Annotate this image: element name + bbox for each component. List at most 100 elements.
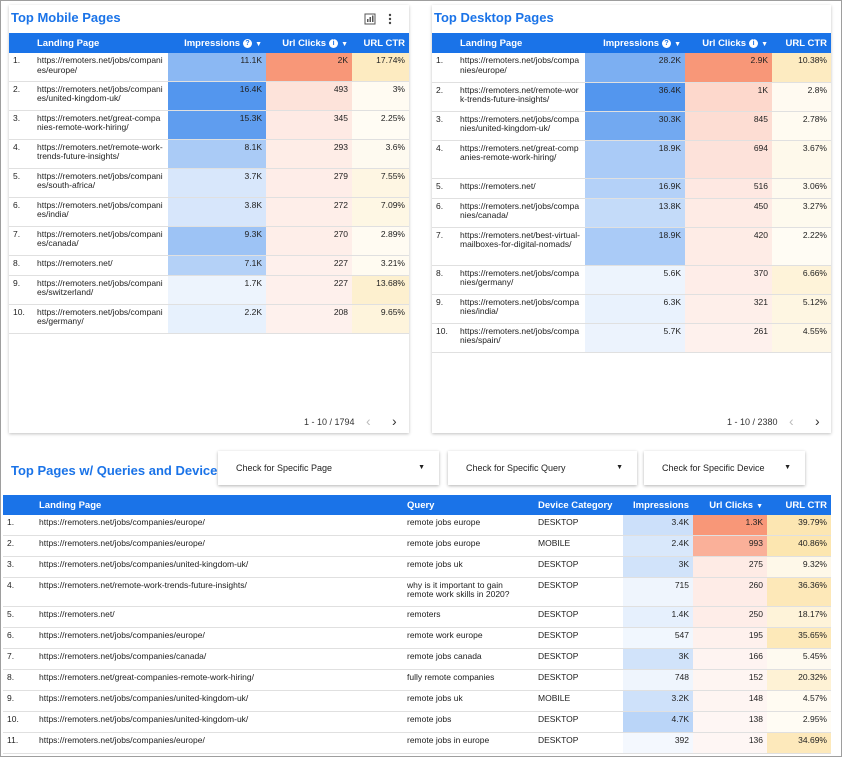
table-row[interactable]: 2. https://remoters.net/jobs/companies/un… xyxy=(9,81,409,111)
table-row[interactable]: 8. https://remoters.net/jobs/companies/ge… xyxy=(432,265,831,295)
table-row[interactable]: 10. https://remoters.net/jobs/companies/s… xyxy=(432,323,831,353)
table-row[interactable]: 10. https://remoters.net/jobs/companies/g… xyxy=(9,304,409,334)
url-clicks-cell: 493 xyxy=(266,81,352,111)
table-row[interactable]: 6. https://remoters.net/jobs/companies/in… xyxy=(9,197,409,227)
impressions-header[interactable]: Impressions? ▼ xyxy=(168,33,266,53)
chevron-left-icon[interactable]: ‹ xyxy=(366,413,371,429)
table-row[interactable]: 9. https://remoters.net/jobs/companies/sw… xyxy=(9,275,409,305)
landing-page-cell: https://remoters.net/great-companies-rem… xyxy=(456,140,585,179)
table-row[interactable]: 10. https://remoters.net/jobs/companies/u… xyxy=(3,711,831,733)
url-ctr-cell: 4.55% xyxy=(772,323,831,353)
landing-page-header[interactable]: Landing Page xyxy=(33,33,168,53)
info-icon[interactable]: ? xyxy=(662,38,672,48)
row-index: 5. xyxy=(3,606,35,628)
table-row[interactable]: 5. https://remoters.net/jobs/companies/so… xyxy=(9,168,409,198)
impressions-cell: 1.4K xyxy=(623,606,693,628)
landing-page-cell: https://remoters.net/jobs/companies/germ… xyxy=(33,304,168,334)
table-row[interactable]: 7. https://remoters.net/best-virtual-mail… xyxy=(432,227,831,266)
device-category-header[interactable]: Device Category xyxy=(534,495,623,515)
impressions-header[interactable]: Impressions? ▼ xyxy=(585,33,685,53)
landing-page-cell: https://remoters.net/jobs/companies/euro… xyxy=(35,732,403,754)
landing-page-cell: https://remoters.net/best-virtual-mailbo… xyxy=(456,227,585,266)
url-clicks-cell: 993 xyxy=(693,535,767,557)
table-row[interactable]: 4. https://remoters.net/remote-work-trend… xyxy=(9,139,409,169)
query-cell: remote jobs uk xyxy=(403,556,534,578)
queries-device-table: Landing Page Query Device Category Impre… xyxy=(3,495,831,754)
chevron-right-icon[interactable]: › xyxy=(392,413,397,429)
query-header[interactable]: Query xyxy=(403,495,534,515)
landing-page-cell: https://remoters.net/jobs/companies/unit… xyxy=(35,711,403,733)
sort-desc-icon: ▼ xyxy=(674,40,681,48)
table-row[interactable]: 8. https://remoters.net/great-companies-r… xyxy=(3,669,831,691)
table-row[interactable]: 1. https://remoters.net/jobs/companies/eu… xyxy=(3,515,831,536)
table-row[interactable]: 6. https://remoters.net/jobs/companies/eu… xyxy=(3,627,831,649)
table-row[interactable]: 8. https://remoters.net/7.1K 227 3.21% xyxy=(9,255,409,276)
mobile-pages-table: Landing Page Impressions? ▼ Url Clicks i ▼ … xyxy=(9,33,409,334)
table-row[interactable]: 7. https://remoters.net/jobs/companies/ca… xyxy=(3,648,831,670)
table-row[interactable]: 1. https://remoters.net/jobs/companies/eu… xyxy=(432,53,831,83)
query-filter-dropdown[interactable]: Check for Specific Query ▼ xyxy=(448,451,637,485)
url-clicks-cell: 420 xyxy=(685,227,772,266)
landing-page-cell: https://remoters.net/remote-work-trends-… xyxy=(35,577,403,607)
table-row[interactable]: 3. https://remoters.net/jobs/companies/un… xyxy=(3,556,831,578)
table-row[interactable]: 5. https://remoters.net/remoters DESKTOP 1.… xyxy=(3,606,831,628)
url-ctr-cell: 3.6% xyxy=(352,139,409,169)
table-row[interactable]: 1. https://remoters.net/jobs/companies/eu… xyxy=(9,53,409,82)
url-ctr-cell: 5.45% xyxy=(767,648,831,670)
table-row[interactable]: 3. https://remoters.net/great-companies-r… xyxy=(9,110,409,140)
url-ctr-cell: 40.86% xyxy=(767,535,831,557)
more-vert-icon[interactable] xyxy=(387,13,393,28)
query-cell: why is it important to gain remote work … xyxy=(403,577,534,607)
chevron-left-icon[interactable]: ‹ xyxy=(789,413,794,429)
url-clicks-cell: 1K xyxy=(685,82,772,112)
info-icon[interactable]: ? xyxy=(243,38,253,48)
url-ctr-cell: 7.55% xyxy=(352,168,409,198)
impressions-cell: 3.8K xyxy=(168,197,266,227)
index-header xyxy=(9,33,33,53)
row-index: 8. xyxy=(3,669,35,691)
table-row[interactable]: 3. https://remoters.net/jobs/companies/un… xyxy=(432,111,831,141)
landing-page-header[interactable]: Landing Page xyxy=(456,33,585,53)
table-row[interactable]: 6. https://remoters.net/jobs/companies/ca… xyxy=(432,198,831,228)
device-category-cell: MOBILE xyxy=(534,690,623,712)
impressions-cell: 2.2K xyxy=(168,304,266,334)
table-row[interactable]: 11. https://remoters.net/jobs/companies/e… xyxy=(3,732,831,754)
device-filter-dropdown[interactable]: Check for Specific Device ▼ xyxy=(644,451,805,485)
sort-desc-icon: ▼ xyxy=(756,502,763,510)
landing-page-cell: https://remoters.net/jobs/companies/indi… xyxy=(456,294,585,324)
info-icon[interactable]: i xyxy=(329,38,339,48)
table-row[interactable]: 2. https://remoters.net/jobs/companies/eu… xyxy=(3,535,831,557)
impressions-header[interactable]: Impressions xyxy=(623,495,693,515)
url-clicks-cell: 260 xyxy=(693,577,767,607)
landing-page-cell: https://remoters.net/jobs/companies/euro… xyxy=(35,535,403,557)
query-cell: remote jobs xyxy=(403,711,534,733)
url-clicks-header[interactable]: Url Clicks i ▼ xyxy=(685,33,772,53)
landing-page-cell: https://remoters.net/jobs/companies/cana… xyxy=(33,226,168,256)
url-clicks-header[interactable]: Url Clicks i ▼ xyxy=(266,33,352,53)
page-filter-dropdown[interactable]: Check for Specific Page ▼ xyxy=(218,451,439,485)
table-row[interactable]: 7. https://remoters.net/jobs/companies/ca… xyxy=(9,226,409,256)
table-row[interactable]: 4. https://remoters.net/great-companies-r… xyxy=(432,140,831,179)
landing-page-cell: https://remoters.net/jobs/companies/unit… xyxy=(35,690,403,712)
url-ctr-cell: 18.17% xyxy=(767,606,831,628)
url-ctr-header[interactable]: URL CTR xyxy=(772,33,831,53)
table-row[interactable]: 9. https://remoters.net/jobs/companies/in… xyxy=(432,294,831,324)
chart-icon[interactable] xyxy=(364,13,376,28)
caret-down-icon: ▼ xyxy=(418,464,425,471)
table-row[interactable]: 2. https://remoters.net/remote-work-trend… xyxy=(432,82,831,112)
landing-page-header[interactable]: Landing Page xyxy=(35,495,403,515)
table-row[interactable]: 4. https://remoters.net/remote-work-trend… xyxy=(3,577,831,607)
url-clicks-cell: 166 xyxy=(693,648,767,670)
url-ctr-header[interactable]: URL CTR xyxy=(352,33,409,53)
index-header xyxy=(3,495,35,515)
chevron-right-icon[interactable]: › xyxy=(815,413,820,429)
url-clicks-cell: 261 xyxy=(685,323,772,353)
table-row[interactable]: 9. https://remoters.net/jobs/companies/un… xyxy=(3,690,831,712)
url-ctr-cell: 9.65% xyxy=(352,304,409,334)
info-icon[interactable]: i xyxy=(749,38,759,48)
url-ctr-header[interactable]: URL CTR xyxy=(767,495,831,515)
device-category-cell: DESKTOP xyxy=(534,556,623,578)
table-row[interactable]: 5. https://remoters.net/16.9K 516 3.06% xyxy=(432,178,831,199)
url-clicks-header[interactable]: Url Clicks ▼ xyxy=(693,495,767,515)
landing-page-cell: https://remoters.net/great-companies-rem… xyxy=(33,110,168,140)
